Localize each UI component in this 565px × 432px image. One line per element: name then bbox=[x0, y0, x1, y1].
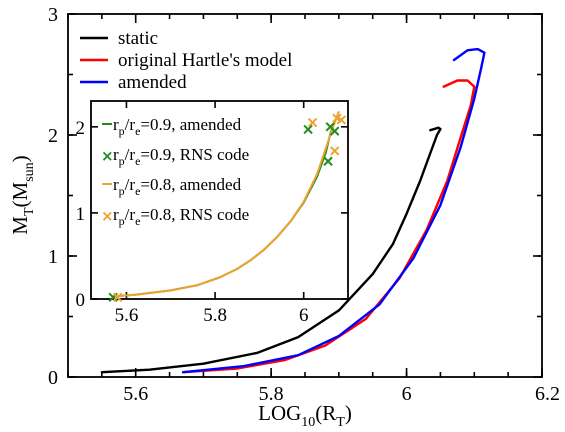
inset-x-tick-label: 5.8 bbox=[203, 305, 227, 326]
x-title-mid: (R bbox=[315, 401, 336, 425]
inset-legend-1-text: =0.9, RNS code bbox=[140, 145, 249, 164]
legend-label-hartle: original Hartle's model bbox=[118, 50, 292, 71]
inset-legend-2-slash: /r bbox=[125, 175, 136, 194]
main-y-tick-label: 1 bbox=[48, 246, 58, 268]
main-x-axis-title: LOG10(RT) bbox=[258, 401, 352, 430]
main-x-tick-label: 5.6 bbox=[123, 383, 148, 405]
main-legend: static original Hartle's model amended bbox=[80, 28, 292, 93]
legend-label-amended: amended bbox=[118, 72, 187, 93]
main-y-tick-label: 2 bbox=[48, 125, 58, 147]
inset-y-tick-label: 2 bbox=[76, 118, 86, 139]
y-title-main: M bbox=[8, 216, 32, 235]
inset-x-tick-label: 6 bbox=[299, 305, 309, 326]
inset-legend-marker-1: × bbox=[101, 147, 114, 165]
inset-legend-0-slash: /r bbox=[125, 115, 136, 134]
x-title-close: ) bbox=[345, 401, 352, 425]
y-title-sub2: sun bbox=[22, 162, 37, 181]
x-title-sub: 10 bbox=[301, 415, 315, 430]
inset-legend-3-slash: /r bbox=[125, 205, 136, 224]
main-x-tick-label: 6 bbox=[402, 383, 412, 405]
inset-legend-0-text: =0.9, amended bbox=[140, 115, 241, 134]
inset-y-tick-label: 0 bbox=[76, 290, 86, 311]
inset-y-tick-label: 1 bbox=[76, 204, 86, 225]
main-x-tick-label: 6.2 bbox=[535, 383, 560, 405]
inset-legend-1-slash: /r bbox=[125, 145, 136, 164]
x-title-main: LOG bbox=[258, 401, 301, 425]
inset-x-tick-label: 5.6 bbox=[115, 305, 139, 326]
inset-legend-3-text: =0.8, RNS code bbox=[140, 205, 249, 224]
y-title-mid: (M bbox=[8, 181, 32, 207]
main-y-tick-label: 3 bbox=[48, 4, 58, 26]
y-title-close: ) bbox=[8, 155, 32, 162]
inset-legend-2-text: =0.8, amended bbox=[140, 175, 241, 194]
legend-label-static: static bbox=[118, 28, 158, 49]
main-y-axis-title: MT(Msun) bbox=[8, 155, 37, 234]
main-y-tick-label: 0 bbox=[48, 367, 58, 389]
inset-legend-marker-3: × bbox=[101, 207, 114, 225]
